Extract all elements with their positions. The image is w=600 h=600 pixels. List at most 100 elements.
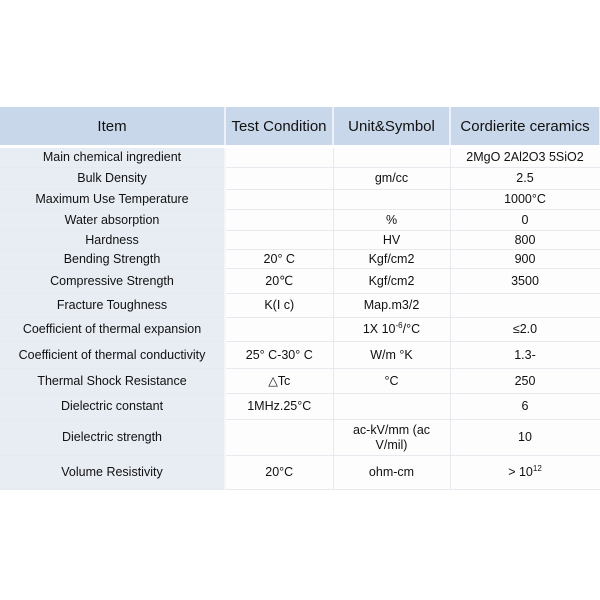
value-cell: 900 bbox=[450, 249, 600, 269]
value-cell-text: 800 bbox=[514, 232, 536, 247]
unit-cell-text: °C bbox=[384, 373, 399, 388]
item-cell: Bending Strength bbox=[0, 249, 226, 269]
superscript: 12 bbox=[532, 464, 542, 473]
item-cell: Compressive Strength bbox=[0, 268, 226, 294]
test-condition-cell-text: 20° C bbox=[263, 251, 295, 266]
test-condition-cell: 20° C bbox=[225, 249, 334, 269]
value-cell: ≤2.0 bbox=[450, 317, 600, 342]
unit-cell-text: Kgf/cm2 bbox=[368, 251, 415, 266]
item-cell-text: Maximum Use Temperature bbox=[35, 192, 189, 206]
value-cell: 0 bbox=[450, 209, 600, 231]
test-condition-cell bbox=[225, 419, 334, 456]
item-cell-text: Dielectric constant bbox=[60, 399, 164, 413]
value-cell-text: 0 bbox=[521, 212, 529, 227]
unit-cell-suffix: /°C bbox=[402, 322, 421, 336]
table-row: Bulk Density gm/cc 2.5 bbox=[0, 167, 600, 190]
value-cell: 1000°C bbox=[450, 189, 600, 210]
table-row: Dielectric strength ac-kV/mm (ac V/mil) 10 bbox=[0, 419, 600, 456]
test-condition-cell bbox=[225, 146, 334, 168]
test-condition-cell: △Tc bbox=[225, 368, 334, 394]
value-cell: 10 bbox=[450, 419, 600, 456]
item-cell: Coefficient of thermal expansion bbox=[0, 317, 226, 342]
unit-cell-text: ohm-cm bbox=[368, 465, 415, 479]
unit-cell: Kgf/cm2 bbox=[333, 249, 451, 269]
item-cell-text: Hardness bbox=[85, 232, 139, 247]
table-row: Main chemical ingredient 2MgO 2Al2O3 5SiO… bbox=[0, 146, 600, 168]
unit-cell: 1X 10-6/°C bbox=[333, 317, 451, 342]
table-row: Coefficient of thermal conductivity 25° C… bbox=[0, 341, 600, 369]
item-cell-text: Compressive Strength bbox=[50, 273, 174, 288]
value-cell: 800 bbox=[450, 230, 600, 250]
table-row: Water absorption% 0 bbox=[0, 209, 600, 231]
header-cordierite-ceramics: Cordierite ceramics bbox=[450, 107, 600, 148]
test-condition-cell-text: 1MHz.25°C bbox=[247, 399, 312, 413]
table-row: Bending Strength 20° C Kgf/cm2 900 bbox=[0, 249, 600, 269]
table-row: Fracture Toughness K(I c) Map.m3/2 bbox=[0, 293, 600, 318]
unit-cell bbox=[333, 189, 451, 210]
test-condition-cell bbox=[225, 189, 334, 210]
header-test-condition: Test Condition bbox=[225, 107, 334, 148]
item-cell: Dielectric constant bbox=[0, 393, 226, 420]
value-cell-text: 3500 bbox=[511, 273, 539, 288]
unit-cell-text: Map.m3/2 bbox=[363, 298, 420, 312]
item-cell-text: Bending Strength bbox=[63, 251, 161, 266]
unit-cell-text: W/m °K bbox=[370, 347, 413, 362]
test-condition-cell: 20℃ bbox=[225, 268, 334, 294]
unit-cell: HV bbox=[333, 230, 451, 250]
table-row: Coefficient of thermal expansion 1X 10-6/… bbox=[0, 317, 600, 342]
item-cell: Hardness bbox=[0, 230, 226, 250]
item-cell: Bulk Density bbox=[0, 167, 226, 190]
value-cell: 3500 bbox=[450, 268, 600, 294]
unit-cell bbox=[333, 393, 451, 420]
value-cell-text: > 10 bbox=[508, 465, 533, 479]
test-condition-cell: 1MHz.25°C bbox=[225, 393, 334, 420]
item-cell-text: Dielectric strength bbox=[61, 430, 163, 444]
table-row: Dielectric constant 1MHz.25°C 6 bbox=[0, 393, 600, 420]
item-cell-text: Coefficient of thermal expansion bbox=[22, 322, 202, 336]
header-unit-symbol: Unit&Symbol bbox=[333, 107, 451, 148]
unit-cell bbox=[333, 146, 451, 168]
item-cell: Fracture Toughness bbox=[0, 293, 226, 318]
unit-cell-text: Kgf/cm2 bbox=[368, 273, 415, 288]
test-condition-cell-text: 20°C bbox=[265, 465, 294, 479]
unit-cell: W/m °K bbox=[333, 341, 451, 369]
table-row: Thermal Shock Resistance △Tc °C 250 bbox=[0, 368, 600, 394]
test-condition-cell bbox=[225, 209, 334, 231]
item-cell-text: Volume Resistivity bbox=[61, 465, 163, 479]
value-cell-text: 10 bbox=[518, 430, 532, 444]
item-cell-text: Bulk Density bbox=[77, 171, 147, 185]
item-cell: Coefficient of thermal conductivity bbox=[0, 341, 226, 369]
value-cell-text: 900 bbox=[514, 251, 536, 266]
value-cell-text: 6 bbox=[521, 399, 529, 413]
test-condition-cell-text: 20℃ bbox=[265, 273, 294, 288]
item-cell: Thermal Shock Resistance bbox=[0, 368, 226, 394]
value-cell-text: 250 bbox=[514, 373, 536, 388]
unit-cell-text: gm/cc bbox=[374, 171, 409, 185]
item-cell: Main chemical ingredient bbox=[0, 146, 226, 168]
value-cell: 2MgO 2Al2O3 5SiO2 bbox=[450, 146, 600, 168]
unit-cell-text: HV bbox=[382, 232, 401, 247]
item-cell-text: Main chemical ingredient bbox=[42, 150, 182, 164]
item-cell-text: Coefficient of thermal conductivity bbox=[18, 347, 206, 362]
unit-cell: °C bbox=[333, 368, 451, 394]
test-condition-cell bbox=[225, 230, 334, 250]
item-cell-text: Thermal Shock Resistance bbox=[37, 373, 187, 388]
header-item: Item bbox=[0, 107, 226, 148]
item-cell: Volume Resistivity bbox=[0, 455, 226, 490]
test-condition-cell-text: 25° C-30° C bbox=[245, 347, 313, 362]
unit-cell: Map.m3/2 bbox=[333, 293, 451, 318]
unit-cell: Kgf/cm2 bbox=[333, 268, 451, 294]
item-cell: Maximum Use Temperature bbox=[0, 189, 226, 210]
test-condition-cell: 20°C bbox=[225, 455, 334, 490]
value-cell-text: 1.3- bbox=[514, 347, 536, 362]
test-condition-cell bbox=[225, 167, 334, 190]
header-row: Item Test Condition Unit&Symbol Cordieri… bbox=[0, 107, 600, 148]
value-cell: 1.3- bbox=[450, 341, 600, 369]
unit-cell-text: 1X 10 bbox=[362, 322, 396, 336]
table-row: Compressive Strength 20℃ Kgf/cm2 3500 bbox=[0, 268, 600, 294]
test-condition-cell-text: K(I c) bbox=[264, 298, 295, 312]
unit-cell: ohm-cm bbox=[333, 455, 451, 490]
test-condition-cell-text: △Tc bbox=[268, 373, 291, 388]
test-condition-cell: 25° C-30° C bbox=[225, 341, 334, 369]
properties-table: Item Test Condition Unit&Symbol Cordieri… bbox=[0, 107, 600, 490]
